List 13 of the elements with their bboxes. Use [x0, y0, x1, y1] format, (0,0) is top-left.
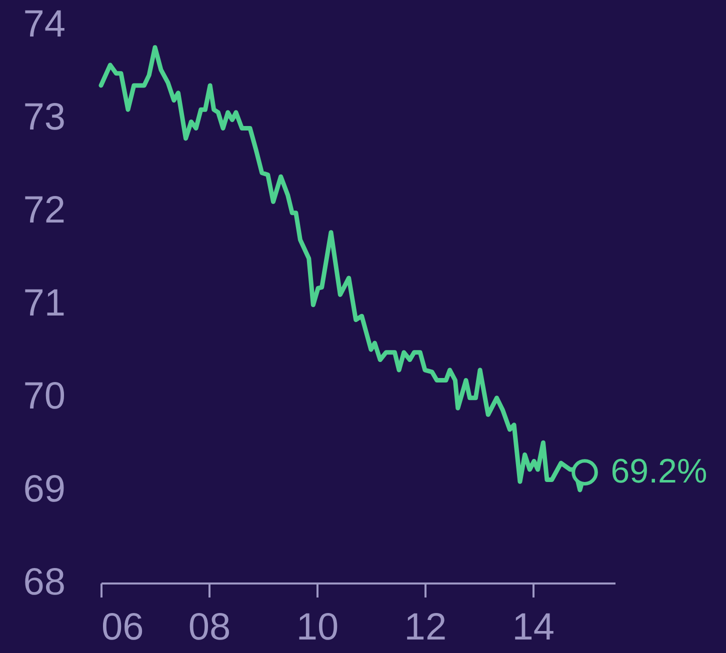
y-tick-label: 69: [23, 468, 66, 510]
y-tick-label: 71: [23, 282, 66, 324]
x-tick-label: 10: [296, 606, 339, 648]
annotation: 69.2%: [610, 452, 708, 490]
x-tick-label: 06: [102, 606, 144, 648]
y-tick-label: 73: [23, 96, 66, 138]
y-tick-label: 70: [23, 376, 66, 418]
y-tick-label: 74: [23, 4, 66, 46]
x-tick-label: 12: [404, 606, 447, 648]
x-tick-label: 08: [188, 606, 231, 648]
x-tick-label: 14: [512, 606, 555, 648]
y-tick-label: 72: [23, 190, 66, 232]
y-tick-label: 68: [23, 562, 66, 604]
